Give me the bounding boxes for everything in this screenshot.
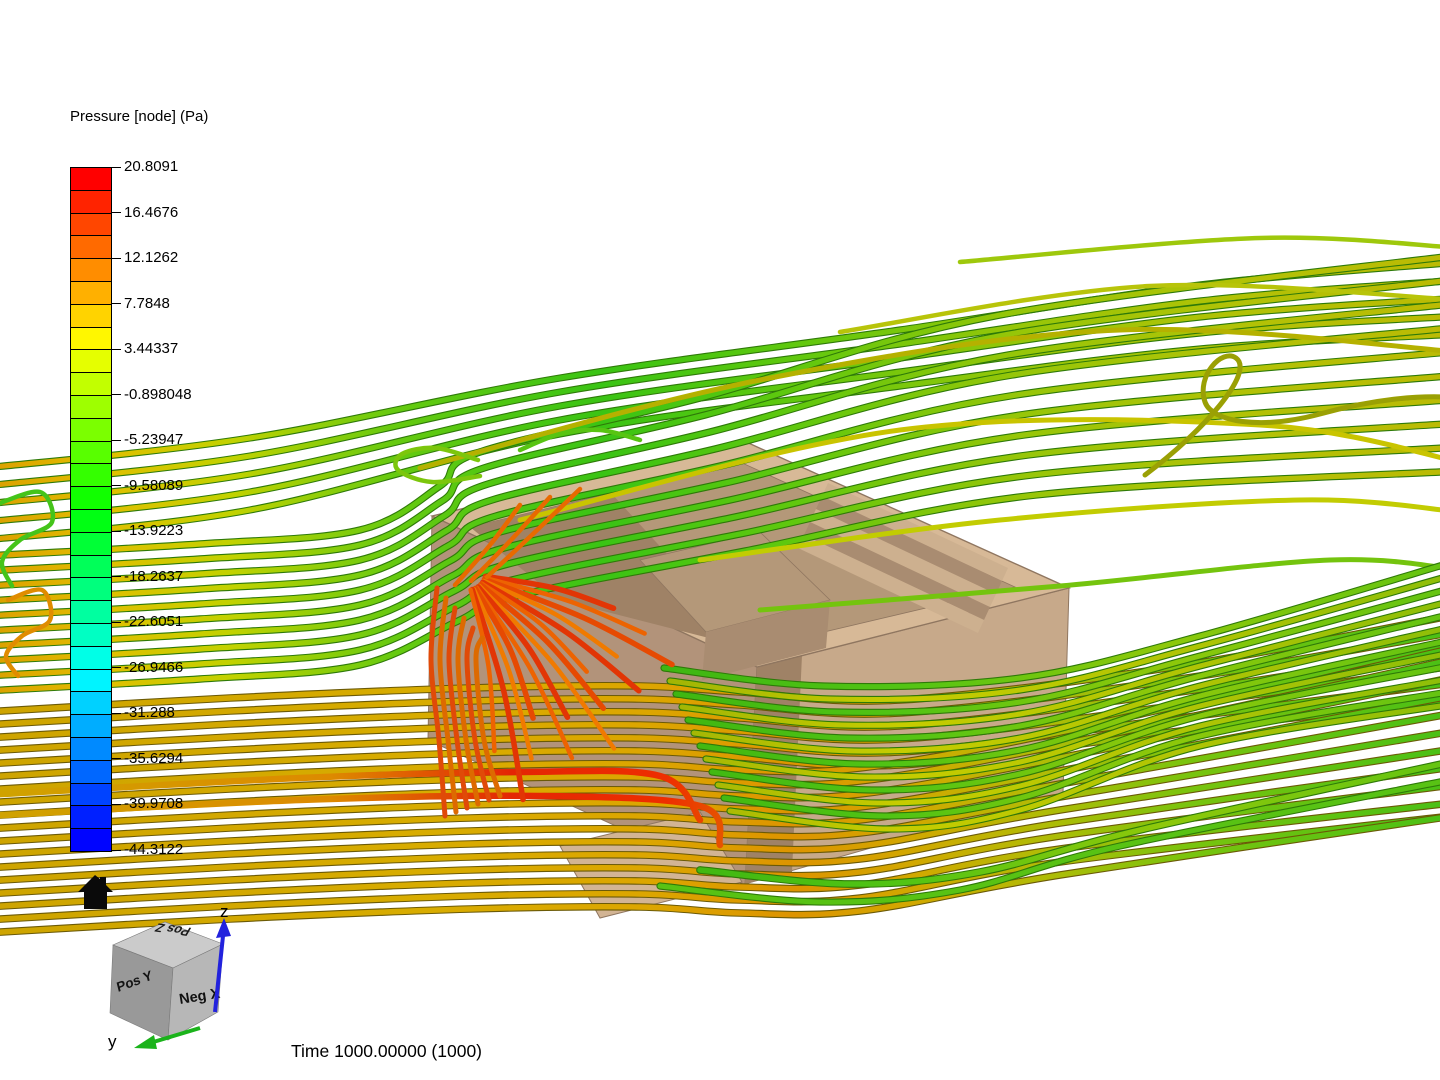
home-icon[interactable] [78, 875, 113, 909]
streamline [474, 585, 575, 761]
z-axis-arrowhead [216, 918, 231, 938]
streamline [957, 235, 1440, 265]
streamline [0, 445, 1440, 678]
streamline [721, 690, 1440, 819]
streamline [484, 486, 583, 580]
nav-cube-front-label: Neg X [178, 986, 221, 1008]
streamline [727, 703, 1440, 832]
streamline [0, 397, 1440, 648]
streamline [691, 627, 1440, 754]
z-axis-arrow [213, 935, 225, 1013]
streamline [473, 635, 503, 799]
legend-title: Pressure [node] (Pa) [70, 108, 209, 125]
streamline [0, 489, 56, 589]
streamline [0, 814, 1440, 922]
streamline [446, 605, 470, 811]
z-axis-label: z [220, 902, 229, 921]
streamline [517, 417, 1440, 523]
y-axis-arrowhead [134, 1035, 157, 1049]
streamline [697, 639, 1440, 767]
axis-triad: z y [108, 902, 231, 1051]
streamline [3, 587, 54, 679]
navigation-cube[interactable]: Pos Z Pos Y Neg X [109, 921, 224, 1041]
streamline [709, 665, 1440, 793]
streamline [703, 652, 1440, 780]
streamline [393, 445, 483, 485]
streamline [517, 427, 643, 453]
streamline [482, 575, 647, 636]
streamline [715, 678, 1440, 806]
streamline [437, 595, 459, 815]
streamline [757, 557, 1440, 613]
streamline [679, 601, 1440, 728]
streamline [471, 586, 534, 761]
streamline [481, 576, 675, 668]
streamline [0, 278, 1440, 573]
streamline [468, 494, 553, 584]
streamline [0, 730, 1440, 857]
streamline [477, 583, 617, 751]
streamline-loop [1142, 353, 1440, 478]
streamline [657, 779, 1440, 905]
streamline [480, 579, 642, 694]
streamline [0, 815, 1440, 935]
streamline [477, 582, 607, 711]
streamline [667, 576, 1440, 702]
streamline [464, 625, 492, 803]
streamline [0, 326, 1440, 603]
nav-cube-front-face[interactable] [167, 943, 224, 1041]
time-label: Time 1000.00000 (1000) [291, 1041, 483, 1061]
y-axis-arrow [149, 1026, 201, 1045]
streamline [0, 767, 704, 824]
streamline [482, 573, 617, 612]
streamline [0, 421, 1440, 663]
y-axis-label: y [108, 1032, 117, 1051]
streamline [417, 326, 1440, 471]
streamline [469, 586, 526, 803]
streamline [0, 302, 1440, 588]
streamline [661, 563, 1440, 690]
streamline [0, 766, 1440, 883]
streamline [428, 585, 448, 819]
building-face [816, 496, 1002, 594]
nav-cube-top-label: Pos Z [152, 921, 194, 939]
streamline [697, 761, 1440, 887]
streamline [479, 581, 589, 674]
streamline [673, 588, 1440, 715]
streamlines [0, 235, 1440, 936]
building-face [798, 535, 984, 633]
streamline [0, 792, 724, 849]
building-face [810, 509, 996, 607]
streamline [0, 296, 1440, 505]
streamline [0, 748, 1440, 870]
streamline [481, 578, 619, 659]
streamline [0, 350, 1440, 618]
streamline [0, 278, 1440, 487]
building-face [470, 494, 752, 649]
streamline [452, 502, 523, 588]
streamline [685, 614, 1440, 741]
streamline [0, 615, 1440, 714]
streamline [0, 374, 1440, 633]
streamline [475, 584, 571, 720]
building-face [702, 600, 830, 680]
streamline [455, 615, 481, 807]
streamline [0, 641, 1440, 792]
streamline [697, 497, 1440, 563]
streamline [472, 585, 536, 721]
streamline [837, 282, 1440, 335]
streamline [468, 587, 497, 754]
